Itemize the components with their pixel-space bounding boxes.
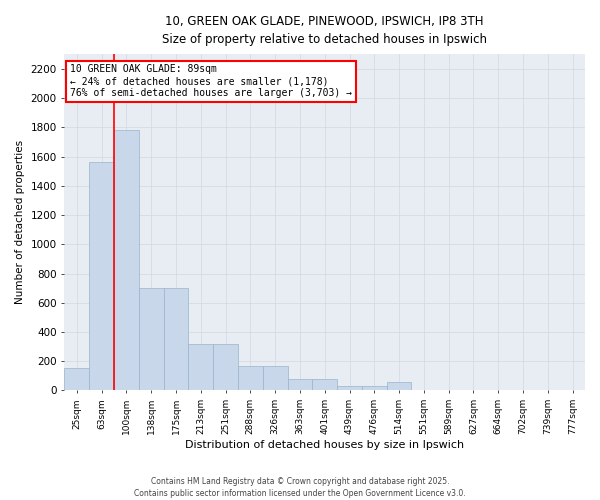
Bar (386, 382, 412, 390)
Bar (263, 366, 287, 390)
Bar (362, 386, 386, 390)
Bar (337, 386, 362, 390)
Bar (188, 344, 213, 390)
Bar (213, 344, 238, 390)
Bar (64, 368, 89, 390)
Bar (287, 380, 313, 390)
Bar (238, 366, 263, 390)
Y-axis label: Number of detached properties: Number of detached properties (15, 140, 25, 304)
Bar (164, 288, 188, 390)
Text: Contains HM Land Registry data © Crown copyright and database right 2025.
Contai: Contains HM Land Registry data © Crown c… (134, 476, 466, 498)
Title: 10, GREEN OAK GLADE, PINEWOOD, IPSWICH, IP8 3TH
Size of property relative to det: 10, GREEN OAK GLADE, PINEWOOD, IPSWICH, … (162, 15, 487, 46)
Text: 10 GREEN OAK GLADE: 89sqm
← 24% of detached houses are smaller (1,178)
76% of se: 10 GREEN OAK GLADE: 89sqm ← 24% of detac… (70, 64, 352, 98)
Bar (313, 380, 337, 390)
X-axis label: Distribution of detached houses by size in Ipswich: Distribution of detached houses by size … (185, 440, 464, 450)
Bar (139, 288, 164, 390)
Bar (114, 130, 139, 390)
Bar (89, 162, 114, 390)
